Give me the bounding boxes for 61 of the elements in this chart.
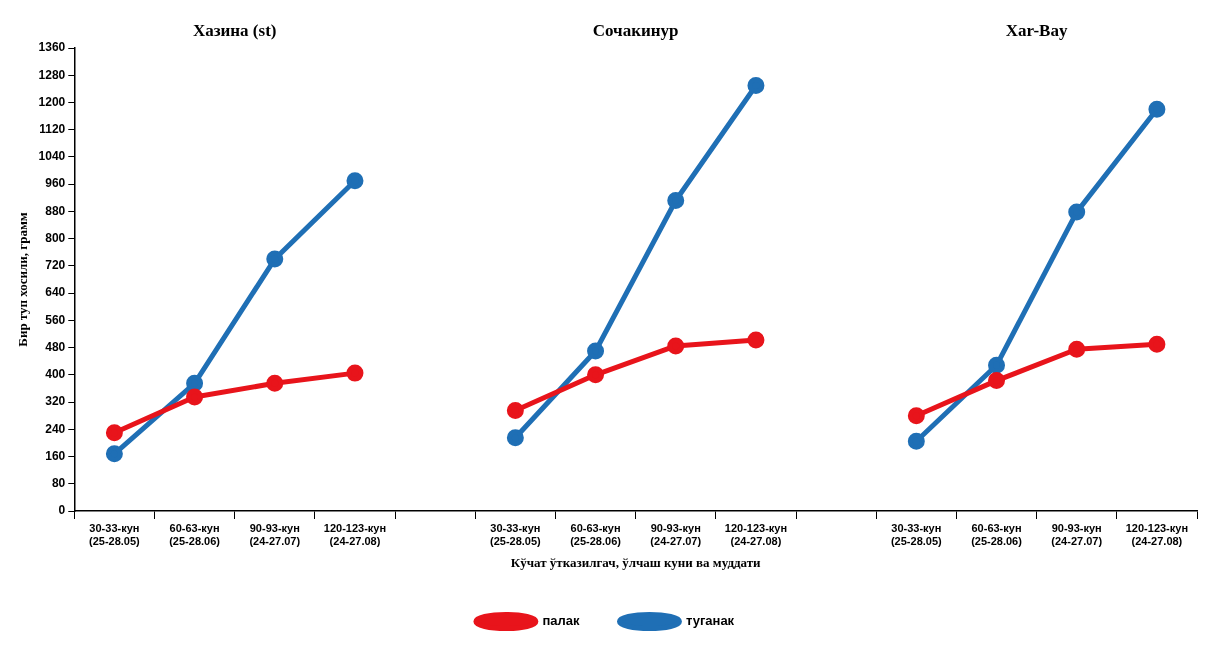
legend-label: туганак <box>685 613 735 629</box>
y-tick-label: 1280 <box>38 67 66 82</box>
y-tick-label: 80 <box>51 476 66 491</box>
point <box>506 429 524 447</box>
y-tick-label: 1120 <box>39 122 66 137</box>
y-tick-label: 1200 <box>38 94 66 109</box>
point <box>105 424 123 442</box>
y-tick-label: 0 <box>58 503 66 518</box>
legend-label: палак <box>542 613 580 629</box>
point <box>907 407 925 425</box>
x-tick-label: 90-93-кун (24-27.07) <box>249 521 301 547</box>
y-axis-title: Бир туп хосили, грамм <box>15 212 31 347</box>
point <box>186 388 204 406</box>
x-tick-label: 90-93-кун (24-27.07) <box>650 521 702 547</box>
point <box>1068 203 1086 221</box>
point <box>587 342 605 360</box>
y-tick-label: 960 <box>45 176 66 191</box>
point <box>747 331 765 349</box>
text: Xar-Bay <box>1005 20 1068 40</box>
point <box>266 374 284 392</box>
point <box>988 356 1006 374</box>
x-tick-label: 30-33-кун (25-28.05) <box>890 521 943 547</box>
x-tick-label: 30-33-кун (25-28.05) <box>489 521 542 547</box>
y-tick-label: 880 <box>45 203 66 218</box>
point <box>1148 335 1166 353</box>
x-tick-label: 120-123-кун (24-27.08) <box>323 521 387 547</box>
text: Хазина (st) <box>192 20 277 40</box>
x-tick-label: 120-123-кун (24-27.08) <box>1125 521 1189 547</box>
point <box>506 402 524 420</box>
point <box>747 76 765 94</box>
point <box>1068 340 1086 358</box>
x-tick-label: 90-93-кун (24-27.07) <box>1051 521 1103 547</box>
point <box>266 250 284 268</box>
point <box>346 172 364 190</box>
y-tick-label: 1040 <box>38 149 66 164</box>
point <box>667 337 685 355</box>
y-tick-label: 160 <box>45 448 66 463</box>
point <box>1148 100 1166 118</box>
y-tick-label: 560 <box>45 312 66 327</box>
x-axis-title: Кўчат ўтказилгач, ўлчаш куни ва муддати <box>510 554 762 570</box>
x-tick-label: 120-123-кун (24-27.08) <box>724 521 788 547</box>
point <box>105 445 123 463</box>
point <box>988 372 1006 390</box>
x-tick-label: 60-63-кун (25-28.06) <box>570 521 622 547</box>
y-tick-label: 1360 <box>38 40 66 55</box>
point <box>186 374 204 392</box>
y-tick-label: 800 <box>45 230 66 245</box>
y-tick-label: 720 <box>45 258 66 273</box>
point <box>667 192 685 210</box>
point <box>346 364 364 382</box>
point <box>907 432 925 450</box>
x-tick-label: 30-33-кун (25-28.05) <box>89 521 141 547</box>
y-tick-label: 240 <box>45 421 66 436</box>
text: Сочакинур <box>592 20 679 40</box>
y-tick-label: 480 <box>45 339 66 354</box>
y-tick-label: 640 <box>45 285 66 300</box>
y-tick-label: 400 <box>45 367 66 382</box>
x-tick-label: 60-63-кун (25-28.06) <box>169 521 221 547</box>
x-tick-label: 60-63-кун (25-28.06) <box>971 521 1023 547</box>
y-tick-label: 320 <box>45 394 66 409</box>
point <box>587 366 605 384</box>
